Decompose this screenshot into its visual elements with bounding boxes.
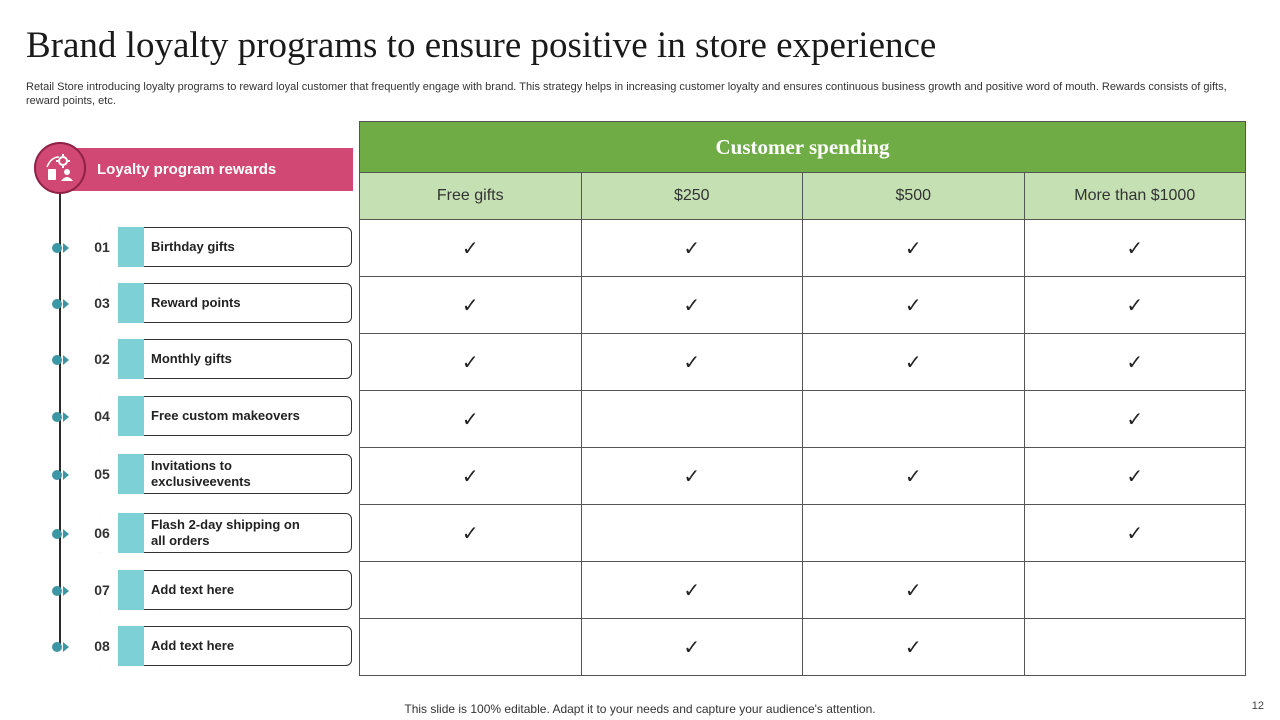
spending-column-header: $500 xyxy=(802,172,1025,220)
page-subtitle: Retail Store introducing loyalty program… xyxy=(26,81,1227,107)
reward-number: 07 xyxy=(86,570,118,610)
check-mark-icon: ✓ xyxy=(1023,333,1246,391)
reward-item: 05 Invitations to exclusiveevents xyxy=(52,454,354,496)
rewards-header-label: Loyalty program rewards xyxy=(97,161,277,178)
reward-label: Free custom makeovers xyxy=(151,408,300,423)
table-row: ✓ ✓ ✓ ✓ xyxy=(359,219,1246,277)
check-mark-icon: ✓ xyxy=(802,333,1025,391)
reward-number: 03 xyxy=(86,283,118,323)
reward-label: Flash 2-day shipping on all orders xyxy=(151,517,300,548)
page-title: Brand loyalty programs to ensure positiv… xyxy=(26,25,937,66)
table-row: ✓ ✓ ✓ ✓ xyxy=(359,276,1246,334)
reward-label: Add text here xyxy=(151,638,235,653)
reward-number: 05 xyxy=(86,454,118,494)
check-mark-icon: ✓ xyxy=(1023,447,1246,505)
timeline-arrow-icon xyxy=(63,355,69,365)
check-mark-icon: ✓ xyxy=(359,447,582,505)
timeline-arrow-icon xyxy=(63,412,69,422)
check-mark-icon: ✓ xyxy=(1023,219,1246,277)
table-row: ✓ ✓ xyxy=(359,618,1246,676)
reward-label: Invitations to exclusiveevents xyxy=(151,458,251,489)
check-mark-icon: ✓ xyxy=(580,333,803,391)
check-mark-icon: ✓ xyxy=(580,276,803,334)
check-mark-icon: ✓ xyxy=(359,504,582,562)
timeline-arrow-icon xyxy=(63,529,69,539)
timeline-arrow-icon xyxy=(63,299,69,309)
reward-number: 08 xyxy=(86,626,118,666)
table-row: ✓ ✓ ✓ ✓ xyxy=(359,447,1246,505)
rewards-header-ribbon xyxy=(60,148,353,191)
check-mark-icon: ✓ xyxy=(802,276,1025,334)
spending-column-header: $250 xyxy=(580,172,803,220)
spending-column-header: Free gifts xyxy=(359,172,582,220)
reward-item: 01 Birthday gifts xyxy=(52,227,354,269)
reward-number: 01 xyxy=(86,227,118,267)
table-cell-empty xyxy=(580,504,803,562)
table-cell-empty xyxy=(802,504,1025,562)
timeline-arrow-icon xyxy=(63,642,69,652)
timeline-dot xyxy=(52,586,62,596)
table-row: ✓ ✓ xyxy=(359,390,1246,448)
spending-column-header: More than $1000 xyxy=(1023,172,1246,220)
table-cell-empty xyxy=(580,390,803,448)
check-mark-icon: ✓ xyxy=(802,618,1025,676)
footer-note: This slide is 100% editable. Adapt it to… xyxy=(404,702,876,716)
timeline-dot xyxy=(52,355,62,365)
timeline-arrow-icon xyxy=(63,470,69,480)
timeline-arrow-icon xyxy=(63,586,69,596)
reward-item: 08 Add text here xyxy=(52,626,354,668)
timeline-dot xyxy=(52,243,62,253)
reward-item: 07 Add text here xyxy=(52,570,354,612)
check-mark-icon: ✓ xyxy=(1023,504,1246,562)
check-mark-icon: ✓ xyxy=(580,447,803,505)
timeline-arrow-icon xyxy=(63,243,69,253)
check-mark-icon: ✓ xyxy=(802,219,1025,277)
reward-label: Add text here xyxy=(151,582,235,597)
reward-label: Birthday gifts xyxy=(151,239,235,254)
check-mark-icon: ✓ xyxy=(1023,390,1246,448)
table-cell-empty xyxy=(1023,618,1246,676)
reward-item: 02 Monthly gifts xyxy=(52,339,354,381)
table-row: ✓ ✓ xyxy=(359,504,1246,562)
check-mark-icon: ✓ xyxy=(802,561,1025,619)
reward-item: 04 Free custom makeovers xyxy=(52,396,354,438)
table-cell-empty xyxy=(802,390,1025,448)
customer-spending-table: Customer spending Free gifts $250 $500 More… xyxy=(359,121,1246,676)
check-mark-icon: ✓ xyxy=(580,618,803,676)
check-mark-icon: ✓ xyxy=(359,390,582,448)
table-row: ✓ ✓ ✓ ✓ xyxy=(359,333,1246,391)
rewards-header-badge xyxy=(34,142,86,194)
reward-number: 04 xyxy=(86,396,118,436)
check-mark-icon: ✓ xyxy=(359,219,582,277)
page-number: 12 xyxy=(1251,700,1264,712)
timeline-dot xyxy=(52,642,62,652)
timeline-dot xyxy=(52,412,62,422)
timeline-dot xyxy=(52,299,62,309)
spending-title: Customer spending xyxy=(359,121,1246,173)
reward-item: 06 Flash 2-day shipping on all orders xyxy=(52,513,354,555)
reward-label: Monthly gifts xyxy=(151,351,232,366)
check-mark-icon: ✓ xyxy=(580,561,803,619)
check-mark-icon: ✓ xyxy=(359,276,582,334)
reward-label: Reward points xyxy=(151,295,241,310)
timeline-dot xyxy=(52,529,62,539)
loyalty-gear-user-icon xyxy=(46,154,73,181)
reward-number: 02 xyxy=(86,339,118,379)
check-mark-icon: ✓ xyxy=(580,219,803,277)
table-cell-empty xyxy=(359,561,582,619)
check-mark-icon: ✓ xyxy=(359,333,582,391)
table-cell-empty xyxy=(359,618,582,676)
table-row: ✓ ✓ xyxy=(359,561,1246,619)
table-cell-empty xyxy=(1023,561,1246,619)
reward-item: 03 Reward points xyxy=(52,283,354,325)
timeline-dot xyxy=(52,470,62,480)
reward-number: 06 xyxy=(86,513,118,553)
check-mark-icon: ✓ xyxy=(802,447,1025,505)
check-mark-icon: ✓ xyxy=(1023,276,1246,334)
